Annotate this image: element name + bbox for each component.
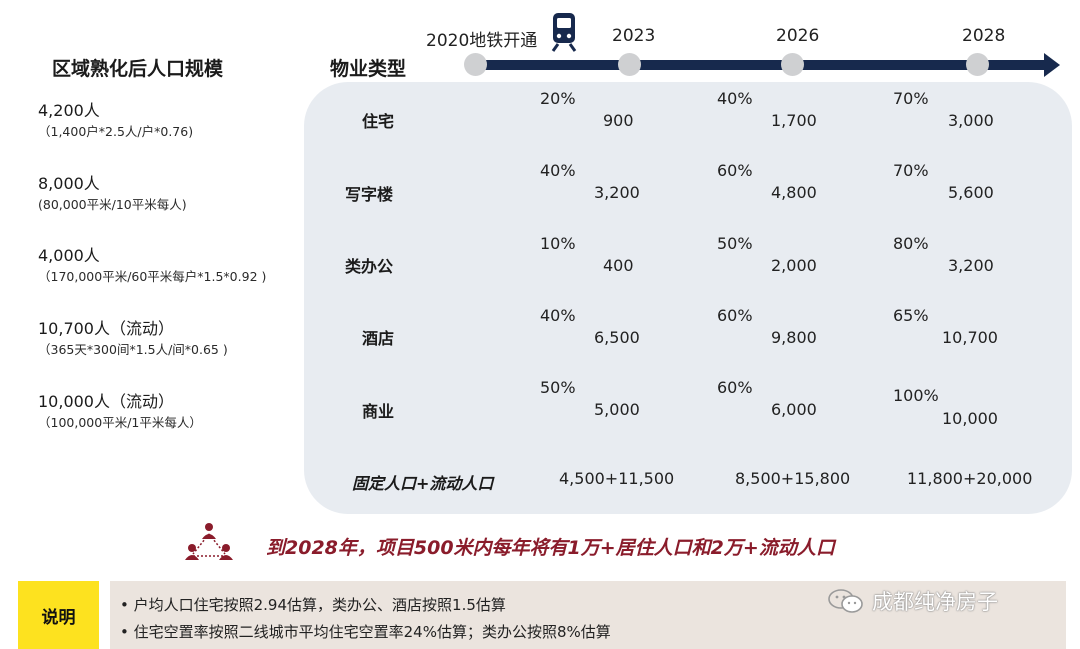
conclusion-statement: 到2028年，项目500米内每年将有1万+居住人口和2万+流动人口 [266,537,835,559]
pct-residential-2028: 70% [893,89,929,108]
wechat-icon [828,589,863,613]
val-commercial-2026: 6,000 [771,400,817,419]
population-soho: 4,000人 [38,246,100,265]
note-line-2-text: 住宅空置率按照二线城市平均住宅空置率24%估算；类办公按照8%估算 [133,623,611,641]
type-hotel: 酒店 [362,329,395,348]
val-office-2028: 5,600 [948,183,994,202]
population-soho-formula: （170,000平米/60平米每户*1.5*0.92 ) [38,269,267,284]
type-office: 写字楼 [345,185,394,204]
metro-train-icon [551,13,577,52]
timeline-label-2028: 2028 [962,26,1006,46]
property-type-header: 物业类型 [330,58,407,80]
pct-residential-2023: 20% [540,89,576,108]
pct-hotel-2028: 65% [893,306,929,325]
occupancy-panel [304,82,1072,514]
timeline-label-2026: 2026 [776,26,820,46]
pct-soho-2028: 80% [893,234,929,253]
val-commercial-2023: 5,000 [594,400,640,419]
pct-commercial-2028: 100% [893,386,939,405]
val-commercial-2028: 10,000 [942,409,998,428]
timeline-label-2020: 2020地铁开通 [426,31,538,51]
population-scale-title: 区域熟化后人口规模 [52,58,224,80]
pct-office-2023: 40% [540,161,576,180]
timeline-bar [476,60,1048,70]
totals-label: 固定人口+流动人口 [352,474,494,493]
pct-commercial-2023: 50% [540,378,576,397]
notes-tag: 说明 [18,581,99,649]
total-2023: 4,500+11,500 [559,469,675,488]
pct-soho-2026: 50% [717,234,753,253]
val-residential-2023: 900 [603,111,634,130]
val-soho-2028: 3,200 [948,256,994,275]
total-2028: 11,800+20,000 [907,469,1033,488]
val-residential-2026: 1,700 [771,111,817,130]
note-line-1: • 户均人口住宅按照2.94估算，类办公、酒店按照1.5估算 [120,596,506,614]
type-residential: 住宅 [362,112,395,131]
pct-soho-2023: 10% [540,234,576,253]
timeline-dot-2026 [781,53,804,76]
timeline-label-2023: 2023 [612,26,656,46]
total-2026: 8,500+15,800 [735,469,851,488]
pct-residential-2026: 40% [717,89,753,108]
note-line-2: • 住宅空置率按照二线城市平均住宅空置率24%估算；类办公按照8%估算 [120,623,611,641]
population-hotel: 10,700人（流动） [38,319,174,338]
pct-hotel-2023: 40% [540,306,576,325]
val-hotel-2026: 9,800 [771,328,817,347]
population-office-formula: (80,000平米/10平米每人) [38,197,187,212]
timeline-arrow-icon [1044,53,1060,77]
population-hotel-formula: （365天*300间*1.5人/间*0.65 ) [38,342,228,357]
val-office-2026: 4,800 [771,183,817,202]
population-commercial-formula: （100,000平米/1平米每人） [38,415,202,430]
notes-band [110,581,1066,649]
val-hotel-2023: 6,500 [594,328,640,347]
population-residential: 4,200人 [38,101,100,120]
val-soho-2023: 400 [603,256,634,275]
watermark: 成都纯净房子 [826,586,998,616]
pct-commercial-2026: 60% [717,378,753,397]
pct-office-2026: 60% [717,161,753,180]
val-office-2023: 3,200 [594,183,640,202]
population-residential-formula: （1,400户*2.5人/户*0.76) [38,124,194,139]
watermark-text: 成都纯净房子 [872,590,998,614]
population-office: 8,000人 [38,174,100,193]
pct-hotel-2026: 60% [717,306,753,325]
timeline-dot-2028 [966,53,989,76]
val-residential-2028: 3,000 [948,111,994,130]
timeline-dot-2023 [618,53,641,76]
people-network-icon [185,523,233,560]
val-soho-2026: 2,000 [771,256,817,275]
timeline-dot-2020 [464,53,487,76]
type-soho: 类办公 [345,257,394,276]
pct-office-2028: 70% [893,161,929,180]
val-hotel-2028: 10,700 [942,328,998,347]
type-commercial: 商业 [362,402,395,421]
note-line-1-text: 户均人口住宅按照2.94估算，类办公、酒店按照1.5估算 [133,596,506,614]
population-commercial: 10,000人（流动） [38,392,174,411]
